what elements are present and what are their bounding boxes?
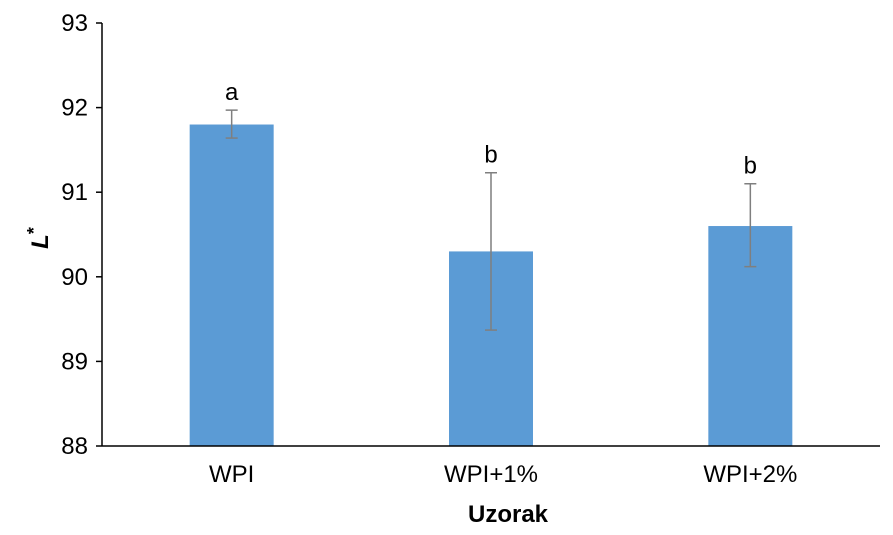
- y-tick-label: 90: [61, 264, 88, 291]
- y-tick-label: 88: [61, 433, 88, 460]
- x-tick-label: WPI+1%: [444, 461, 538, 488]
- x-axis-title: Uzorak: [468, 501, 549, 528]
- significance-labels-group: a b b: [225, 79, 757, 180]
- significance-label-2: b: [744, 153, 757, 180]
- y-axis-title-superscript: *: [24, 227, 44, 234]
- significance-label-0: a: [225, 79, 239, 106]
- x-tick-label: WPI: [209, 461, 254, 488]
- y-tick-label: 93: [61, 10, 88, 37]
- error-bars-group: [225, 109, 757, 331]
- y-tick-label: 91: [61, 179, 88, 206]
- x-tick-label: WPI+2%: [703, 461, 797, 488]
- x-axis-ticks: WPI WPI+1% WPI+2%: [209, 461, 797, 488]
- significance-label-1: b: [484, 142, 497, 169]
- y-axis-title-main: L: [27, 234, 54, 249]
- bar-0: [189, 124, 274, 447]
- y-axis-ticks: 88 89 90 91 92 93: [61, 10, 102, 460]
- y-tick-label: 89: [61, 348, 88, 375]
- y-axis-title: L*: [24, 227, 54, 249]
- y-tick-label: 92: [61, 95, 88, 122]
